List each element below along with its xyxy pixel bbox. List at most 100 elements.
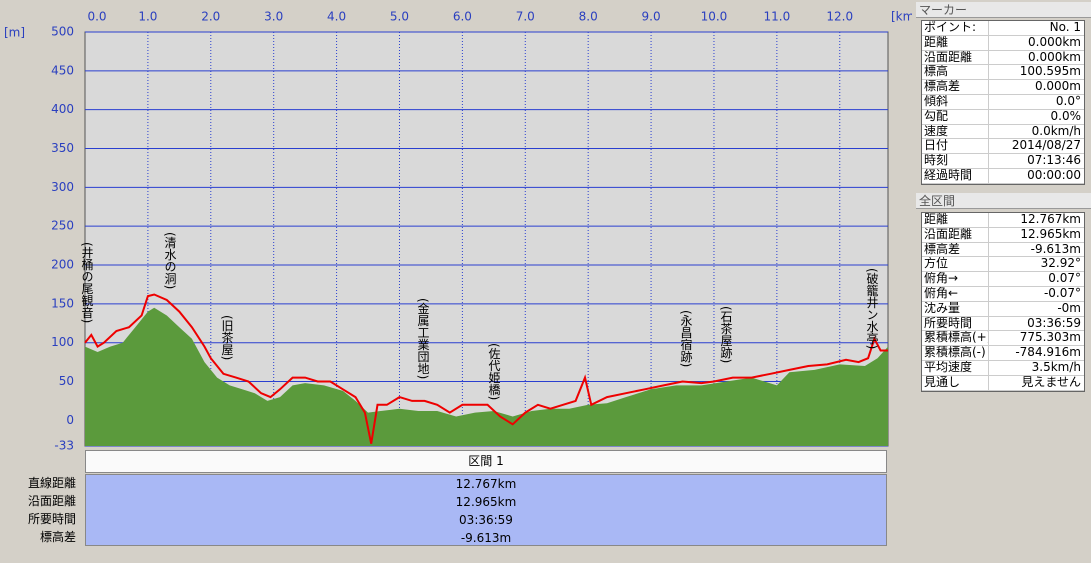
info-key: 沈み量 xyxy=(922,301,989,316)
annotation: (永昌宿跡) xyxy=(679,310,693,367)
terrain-area xyxy=(85,307,888,446)
annotation: (佐代姫橋) xyxy=(487,343,501,400)
x-tick-label: 3.0 xyxy=(264,10,283,24)
info-row: 平均速度 3.5km/h xyxy=(922,360,1084,376)
info-key: 傾斜 xyxy=(922,94,989,109)
section-values: 12.767km 12.965km 03:36:59 -9.613m xyxy=(85,474,887,546)
profile-chart: [m] [km] -33 0 50 100 150 200 250 300 350 400 450 5… xyxy=(4,10,912,451)
annotation: (石茶屋跡) xyxy=(719,306,733,363)
x-unit: [km] xyxy=(891,10,912,24)
marker-table: ポイント: No. 1 距離 0.000km 沿面距離 0.000km 標高 100.595m… xyxy=(921,20,1085,185)
info-value: 00:00:00 xyxy=(1027,168,1081,182)
info-value: 0.0° xyxy=(1055,94,1081,108)
info-key: 平均速度 xyxy=(922,360,989,375)
x-tick-label: 0.0 xyxy=(87,10,106,24)
y-tick-label: 400 xyxy=(51,102,74,116)
x-tick-label: 10.0 xyxy=(701,10,728,24)
x-tick-label: 5.0 xyxy=(390,10,409,24)
info-value: 12.965km xyxy=(1020,227,1081,241)
info-row: 累積標高(+) 775.303m xyxy=(922,331,1084,347)
info-value: 0.000m xyxy=(1034,80,1081,94)
info-value: -0.07° xyxy=(1043,286,1081,300)
info-key: 時刻 xyxy=(922,154,989,168)
section-value: 12.767km xyxy=(455,477,517,491)
x-tick-label: 8.0 xyxy=(579,10,598,24)
info-value: 12.767km xyxy=(1020,213,1081,226)
info-value: 03:36:59 xyxy=(1027,316,1081,330)
elevation-line xyxy=(84,293,888,444)
info-key: 速度 xyxy=(922,124,989,139)
info-value: 2014/08/27 xyxy=(1011,139,1081,153)
x-tick-label: 2.0 xyxy=(201,10,220,24)
info-value: 0.0% xyxy=(1050,109,1082,123)
info-row: 標高差 0.000m xyxy=(922,80,1084,95)
info-key: 累積標高(-) xyxy=(922,346,989,360)
info-value: -784.916m xyxy=(1015,346,1081,360)
info-key: 方位 xyxy=(922,257,989,272)
annotation: (旧茶屋) xyxy=(220,315,234,360)
info-key: 距離 xyxy=(922,35,989,50)
info-key: 沿面距離 xyxy=(922,50,989,65)
y-tick-label: 450 xyxy=(51,63,74,77)
info-row: 所要時間 03:36:59 xyxy=(922,316,1084,332)
info-key: 俯角→ xyxy=(922,272,989,286)
info-row: 距離 12.767km xyxy=(922,213,1084,228)
marker-header: マーカー xyxy=(916,2,1091,18)
y-tick-label: 200 xyxy=(51,258,74,272)
info-row: 見通し 見えません xyxy=(922,375,1084,391)
section-keys: 直線距離沿面距離所要時間標高差 xyxy=(0,474,76,546)
section-key: 直線距離 xyxy=(27,476,76,490)
annotation: (井桶の尾観音) xyxy=(80,242,94,323)
info-row: 時刻 07:13:46 xyxy=(922,154,1084,169)
info-value: 0.07° xyxy=(1048,272,1081,286)
info-row: 俯角→ 0.07° xyxy=(922,272,1084,287)
info-key: 見通し xyxy=(922,375,989,390)
info-value: 32.92° xyxy=(1040,257,1081,271)
info-row: 勾配 0.0% xyxy=(922,109,1084,125)
info-value: No. 1 xyxy=(1049,21,1081,34)
section-title: 区間 1 xyxy=(85,450,887,473)
y-tick-label: 250 xyxy=(51,219,74,233)
info-row: 沿面距離 12.965km xyxy=(922,227,1084,243)
total-header: 全区間 xyxy=(916,193,1091,209)
info-row: 傾斜 0.0° xyxy=(922,94,1084,110)
section-key: 沿面距離 xyxy=(27,494,76,508)
info-value: -9.613m xyxy=(1030,242,1081,256)
info-value: 3.5km/h xyxy=(1031,360,1081,374)
x-tick-label: 7.0 xyxy=(516,10,535,24)
y-tick-label: 500 xyxy=(51,25,74,39)
info-value: -0m xyxy=(1057,301,1081,315)
y-tick-label: 50 xyxy=(59,374,74,388)
x-tick-label: 6.0 xyxy=(453,10,472,24)
info-key: 距離 xyxy=(922,213,989,227)
info-row: 沈み量 -0m xyxy=(922,301,1084,317)
y-tick-label: 100 xyxy=(51,335,74,349)
section-key: 標高差 xyxy=(39,530,76,544)
y-tick-label: 150 xyxy=(51,296,74,310)
y-tick-label: 0 xyxy=(66,413,74,427)
info-key: 標高 xyxy=(922,65,989,80)
info-row: 沿面距離 0.000km xyxy=(922,50,1084,66)
total-table: 距離 12.767km 沿面距離 12.965km 標高差 -9.613m 方位 32.92°… xyxy=(921,212,1085,392)
annotation: (清水の洞) xyxy=(163,232,177,289)
info-row: 距離 0.000km xyxy=(922,35,1084,51)
section-key: 所要時間 xyxy=(27,512,76,526)
x-tick-label: 9.0 xyxy=(642,10,661,24)
info-key: 累積標高(+) xyxy=(924,331,989,346)
annotation: (破籠井ン水亭) xyxy=(865,268,879,349)
section-value: 03:36:59 xyxy=(459,513,513,527)
info-key: 日付 xyxy=(922,139,989,154)
info-row: 経過時間 00:00:00 xyxy=(922,168,1084,184)
x-tick-label: 12.0 xyxy=(826,10,853,24)
x-tick-label: 11.0 xyxy=(764,10,791,24)
info-row: 日付 2014/08/27 xyxy=(922,139,1084,155)
y-unit: [m] xyxy=(4,26,25,40)
info-row: 標高 100.595m xyxy=(922,65,1084,81)
info-value: 0.000km xyxy=(1028,35,1081,49)
y-tick-label: 300 xyxy=(51,180,74,194)
x-tick-label: 4.0 xyxy=(327,10,346,24)
info-value: 07:13:46 xyxy=(1027,154,1081,168)
info-row: 速度 0.0km/h xyxy=(922,124,1084,140)
info-key: ポイント: xyxy=(922,21,989,35)
